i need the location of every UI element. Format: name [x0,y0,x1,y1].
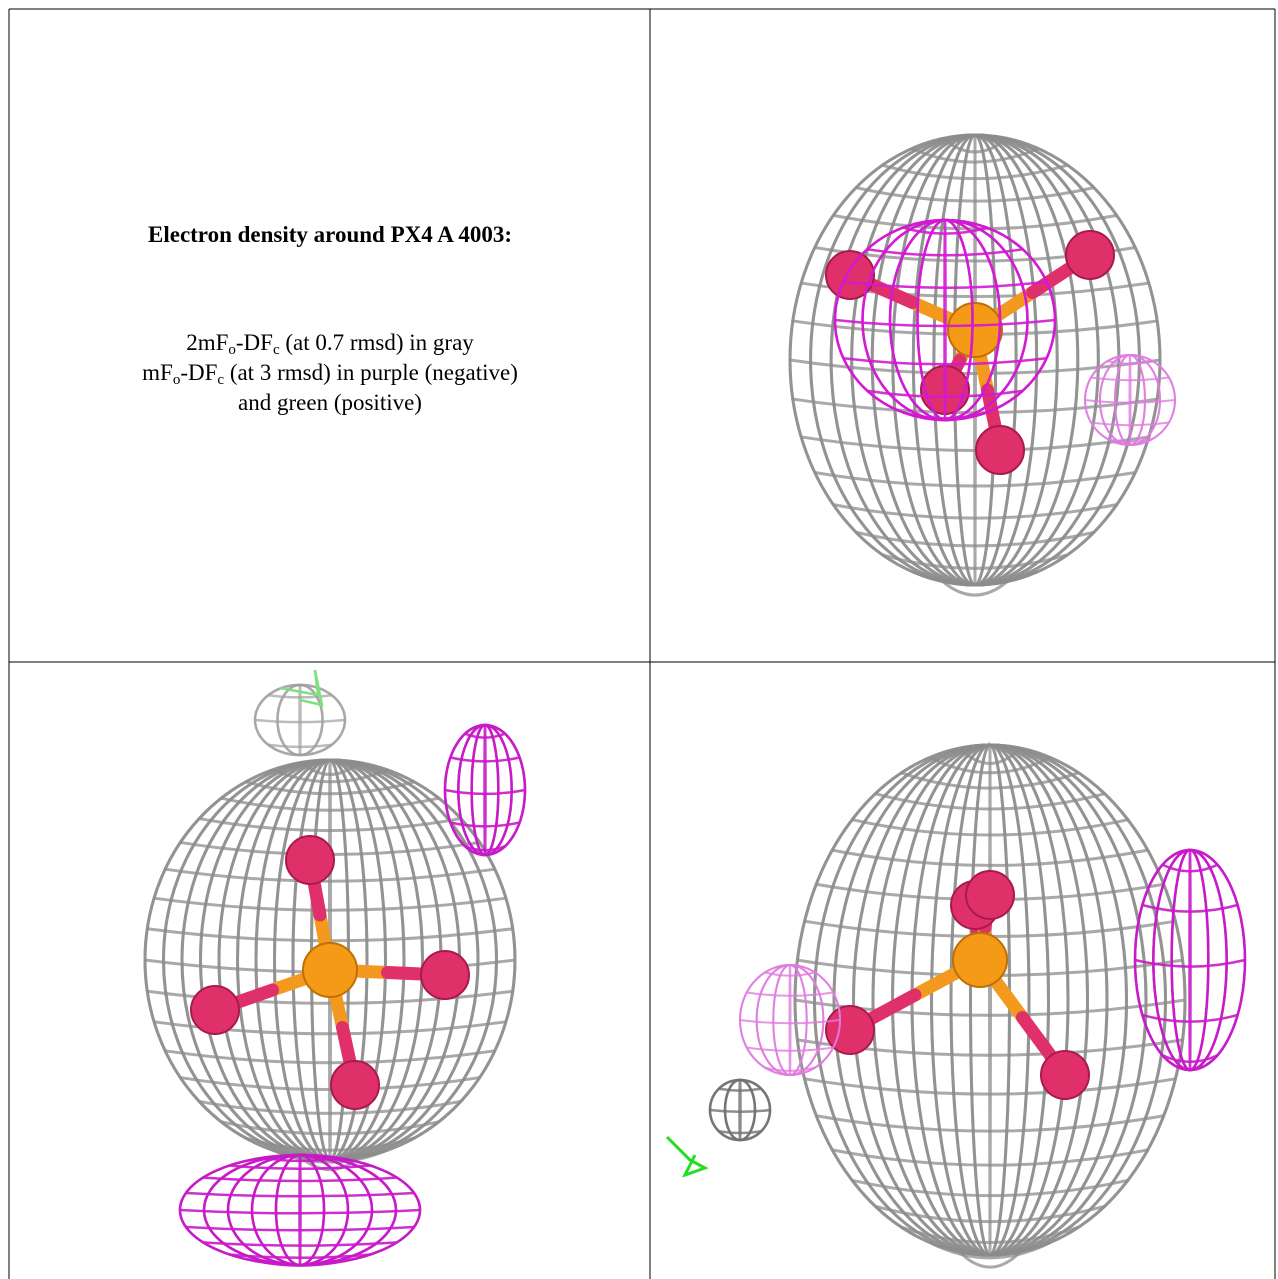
oxygen-atom [286,836,334,884]
oxygen-atom [331,1061,379,1109]
caption-line: mFo-DFc (at 3 rmsd) in purple (negative) [10,358,650,388]
mesh-meridian [485,725,486,855]
text-run: and green (positive) [238,390,422,415]
oxygen-atom [1066,231,1114,279]
caption-line: and green (positive) [10,388,650,418]
phosphorus-atom [953,933,1007,987]
caption-title: Electron density around PX4 A 4003: [10,222,650,248]
mesh-meridian [1130,355,1131,445]
mesh-meridian [990,745,991,1255]
subscript: c [273,342,280,358]
caption-line: 2mFo-DFc (at 0.7 rmsd) in gray [10,328,650,358]
mesh-meridian [790,965,791,1075]
text-run: mF [142,360,173,385]
text-run: -DF [180,360,217,385]
oxygen-atom [966,871,1014,919]
mesh-meridian [945,220,946,420]
mesh-meridian [300,1155,301,1265]
caption-panel: Electron density around PX4 A 4003: 2mFo… [10,10,650,662]
text-run: (at 0.7 rmsd) in gray [280,330,474,355]
oxygen-atom [421,951,469,999]
text-run: -DF [236,330,273,355]
phosphorus-atom [948,303,1002,357]
mesh-meridian [740,1080,741,1140]
text-run: 2mF [186,330,228,355]
green-mesh [667,1137,705,1175]
phosphorus-atom [303,943,357,997]
mesh-meridian [1190,850,1191,1070]
text-run: (at 3 rmsd) in purple (negative) [224,360,518,385]
oxygen-atom [976,426,1024,474]
subscript: o [228,342,236,358]
oxygen-atom [191,986,239,1034]
page: Electron density around PX4 A 4003: 2mFo… [0,0,1278,1279]
oxygen-atom [1041,1051,1089,1099]
mesh-meridian [300,685,301,755]
